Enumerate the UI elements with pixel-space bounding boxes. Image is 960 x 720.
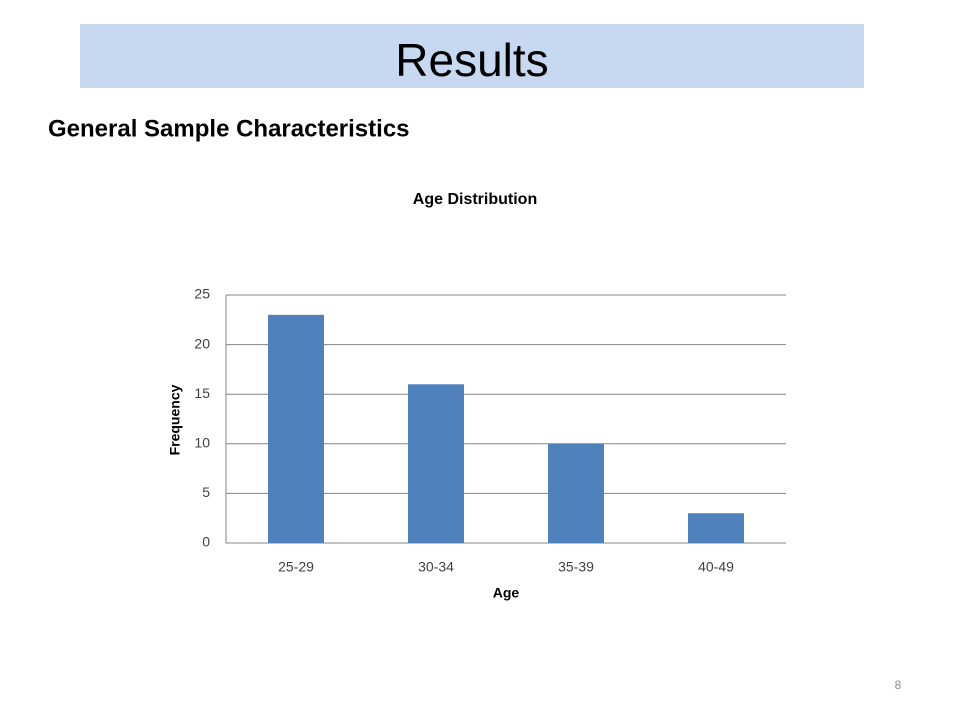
y-tick-label: 5 — [202, 484, 210, 500]
x-axis-label: Age — [493, 585, 520, 601]
x-tick-label: 30-34 — [418, 559, 454, 575]
x-tick-label: 35-39 — [558, 559, 594, 575]
bar — [268, 314, 324, 543]
y-tick-label: 20 — [194, 335, 210, 351]
y-tick-label: 15 — [194, 385, 210, 401]
bar — [408, 384, 464, 543]
title-banner — [80, 24, 864, 88]
bar — [688, 513, 744, 543]
slide-subtitle: General Sample Characteristics — [48, 115, 410, 142]
y-tick-label: 25 — [194, 286, 210, 302]
x-tick-label: 25-29 — [278, 559, 314, 575]
page-number: 8 — [895, 678, 902, 692]
x-tick-label: 40-49 — [698, 559, 734, 575]
bar — [548, 443, 604, 543]
y-tick-label: 0 — [202, 534, 210, 550]
slide-title: Results — [395, 34, 548, 86]
y-axis-label: Frequency — [167, 384, 183, 455]
chart-title: Age Distribution — [413, 191, 537, 208]
y-tick-label: 10 — [194, 435, 210, 451]
